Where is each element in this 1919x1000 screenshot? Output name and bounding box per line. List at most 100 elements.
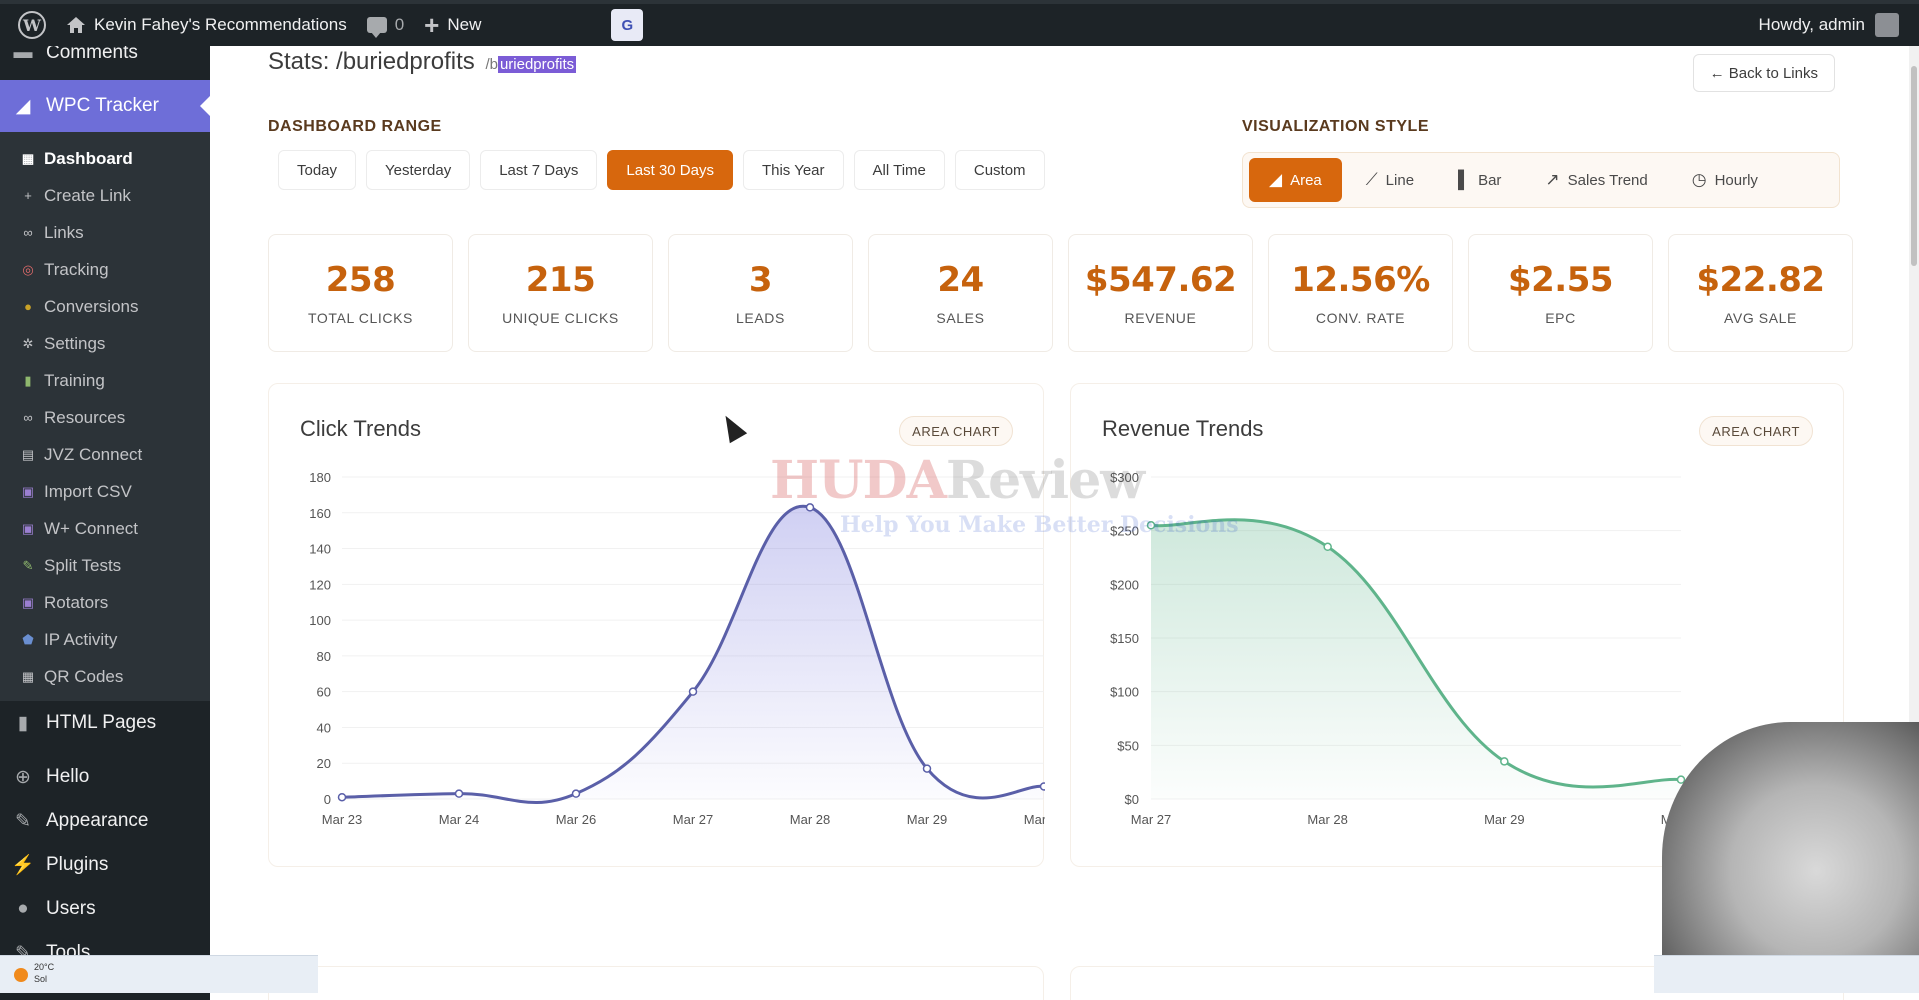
sidebar-sub-import-csv[interactable]: ▣ Import CSV [0,473,210,510]
sidebar-item-html-pages[interactable]: ▮ HTML Pages [0,701,210,745]
viz-area-button[interactable]: ◢ Area [1249,158,1342,202]
visualization-button-group: ◢ Area ⟋ Line ▌ Bar ↗ Sales Trend ◷ Hourly [1242,152,1840,208]
y-tick-label: $200 [1110,577,1139,592]
sidebar-sub-jvz-connect[interactable]: ▤ JVZ Connect [0,436,210,473]
sidebar-sub-training[interactable]: ▮ Training [0,362,210,399]
translate-icon[interactable]: G [611,9,644,41]
sidebar-sub-resources[interactable]: ∞ Resources [0,399,210,436]
stat-label: UNIQUE CLICKS [502,310,619,326]
sidebar-sub-settings[interactable]: ✲ Settings [0,325,210,362]
stat-label: EPC [1545,310,1576,326]
y-tick-label: $250 [1110,524,1139,539]
viz-label: Area [1290,171,1322,189]
avatar [1875,13,1899,37]
new-label: New [447,15,482,34]
sidebar-item-plugins[interactable]: ⚡ Plugins [0,843,210,887]
stat-card-total-clicks: 258 TOTAL CLICKS [268,234,453,352]
page-scrollbar[interactable] [1909,46,1919,993]
sidebar-item-users[interactable]: ● Users [0,887,210,931]
sidebar-sub-dashboard[interactable]: ▦ Dashboard [0,140,210,177]
site-name-link[interactable]: Kevin Fahey's Recommendations [56,4,357,46]
book-icon: ▮ [24,372,32,388]
link-icon: ∞ [23,410,33,425]
sidebar-sub-split-tests[interactable]: ✎ Split Tests [0,547,210,584]
viz-line-button[interactable]: ⟋ Line [1346,158,1434,202]
range-this-year-button[interactable]: This Year [742,150,844,190]
area-chart-icon: ◢ [1269,170,1283,189]
data-point [1039,782,1045,791]
taskbar: 20°C Sol [0,955,318,993]
range-last-7-days-button[interactable]: Last 7 Days [480,150,598,190]
admin-bar: W Kevin Fahey's Recommendations 0 + New … [0,0,1919,46]
new-content-button[interactable]: + New [414,4,491,46]
stat-label: AVG SALE [1723,310,1798,326]
y-tick-label: 40 [317,720,331,735]
line-chart-icon: ⟋ [1365,170,1378,189]
user-icon: ● [17,898,29,919]
range-yesterday-button[interactable]: Yesterday [366,150,471,190]
viz-bar-button[interactable]: ▌ Bar [1438,158,1521,202]
sidebar-sub-create-link[interactable]: + Create Link [0,177,210,214]
sidebar-item-comments[interactable]: ▬ Comments [0,36,210,70]
chart-title: Click Trends [300,416,422,441]
stat-card-revenue: $547.62 REVENUE [1068,234,1253,352]
sidebar-sub-conversions[interactable]: ● Conversions [0,288,210,325]
sidebar-sub-qr-codes[interactable]: ▦ QR Codes [0,658,210,695]
viz-sales-trend-button[interactable]: ↗ Sales Trend [1525,158,1667,202]
chart-type-badge: AREA CHART [899,416,1013,446]
watermark-brand-a: HUDA [770,450,947,511]
viz-label: Hourly [1714,171,1758,189]
sidebar-item-label: HTML Pages [46,712,157,733]
sidebar-sub-w-connect[interactable]: ▣ W+ Connect [0,510,210,547]
data-point [337,792,347,802]
sidebar-item-label: QR Codes [44,666,124,686]
x-tick-label: Mar 26 [556,812,596,827]
sidebar-item-label: Plugins [46,854,109,875]
comment-icon [366,17,387,38]
range-all-time-button[interactable]: All Time [853,150,945,190]
viz-hourly-button[interactable]: ◷ Hourly [1672,158,1778,202]
wordpress-logo-button[interactable]: W [0,4,56,46]
sidebar-item-label: Comments [46,42,138,63]
data-point [1500,757,1509,766]
x-tick-label: Mar 27 [673,812,713,827]
sidebar-sub-rotators[interactable]: ▣ Rotators [0,584,210,621]
scrollbar-thumb[interactable] [1911,66,1917,266]
stat-value: 12.56% [1291,260,1430,300]
user-menu[interactable]: Howdy, admin [1759,13,1919,37]
watermark-logo: HUDAReview [770,450,1145,511]
bottom-card-left [268,966,1044,1000]
sidebar-sub-tracking[interactable]: ◎ Tracking [0,251,210,288]
area-fill [342,506,1044,803]
money-bag-icon: ● [24,299,32,314]
sidebar-sub-links[interactable]: ∞ Links [0,214,210,251]
data-point [1146,521,1156,530]
x-tick-label: Mar 28 [1307,812,1347,827]
y-tick-label: 100 [309,613,331,628]
stat-label: TOTAL CLICKS [308,310,413,326]
visualization-style-label: VISUALIZATION STYLE [1242,118,1429,135]
viz-label: Sales Trend [1567,171,1648,189]
range-today-button[interactable]: Today [278,150,357,190]
back-to-links-button[interactable]: ← Back to Links [1692,54,1835,92]
sidebar-item-label: Tracking [44,259,109,279]
stat-card-unique-clicks: 215 UNIQUE CLICKS [468,234,653,352]
range-custom-button[interactable]: Custom [954,150,1045,190]
sidebar-sub-ip-activity[interactable]: ⬟ IP Activity [0,621,210,658]
webcam-overlay [1662,722,1919,993]
sidebar-item-hello[interactable]: ⊕ Hello [0,755,210,799]
click-trends-chart: 180 160 140 120 100 80 60 40 20 0 Mar 23 Mar 24 Mar … [309,470,1045,827]
bar-chart-icon: ▌ [1458,170,1471,189]
stat-label: CONV. RATE [1315,310,1406,326]
sidebar-item-label: Import CSV [44,481,132,501]
sidebar-item-wpc-tracker[interactable]: ◢ WPC Tracker [0,80,210,132]
stat-value: 215 [525,260,596,300]
range-last-30-days-button[interactable]: Last 30 Days [607,150,733,190]
sidebar-item-appearance[interactable]: ✎ Appearance [0,799,210,843]
stat-card-epc: $2.55 EPC [1468,234,1653,352]
watermark-tagline: Help You Make Better Decisions [840,512,1239,538]
click-trends-card: Click Trends AREA CHART 180 160 140 120 100 8… [268,383,1045,867]
comments-link[interactable]: 0 [357,4,414,46]
sidebar-item-label: WPC Tracker [46,95,159,116]
watermark-brand-b: Review [945,450,1145,511]
